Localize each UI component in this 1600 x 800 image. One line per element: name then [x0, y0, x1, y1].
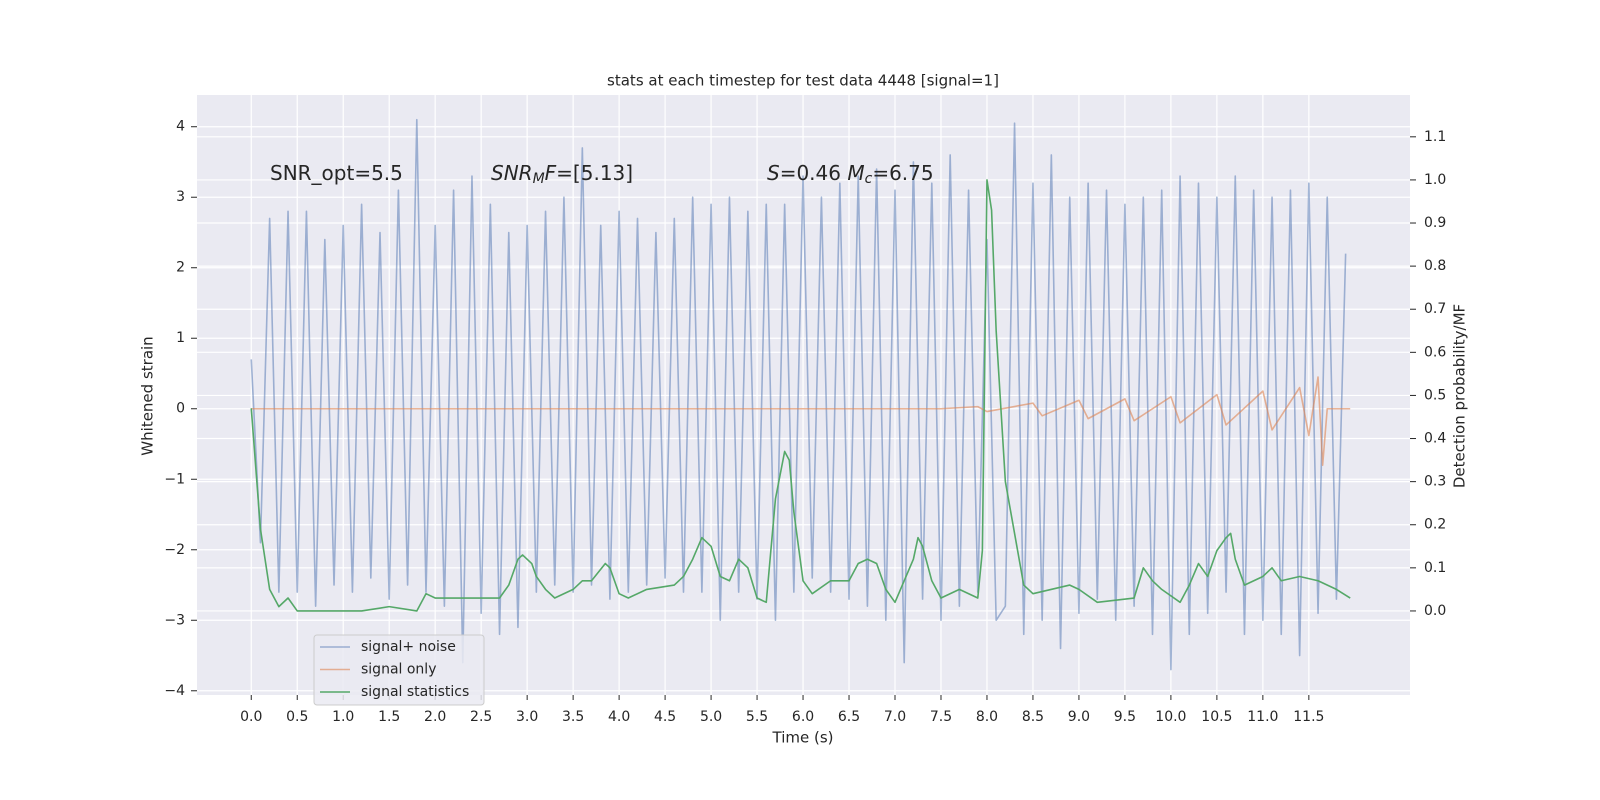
x-tick-label: 5.0: [700, 709, 722, 725]
legend-label: signal only: [361, 662, 436, 678]
ticks: 0.0 0.5 1.0 1.5 2.0 2.5 3.0 3.5 4.0 4.5 5.0 5.5 6.0 6…: [164, 119, 1446, 725]
y-tick-label: −2: [164, 542, 185, 558]
annotation-part: M: [533, 171, 545, 187]
series-line: [251, 376, 1351, 466]
y-tick-label: 4: [176, 119, 185, 135]
y2-tick-label: 1.0: [1424, 172, 1446, 188]
plot-marks: [250, 118, 1351, 671]
x-tick-label: 4.5: [654, 709, 676, 725]
legend: signal+ noise signal only signal statistic…: [313, 634, 485, 706]
legend-box: [313, 634, 485, 706]
x-tick-label: 6.5: [838, 709, 860, 725]
x-tick-label: 7.0: [884, 709, 906, 725]
y-tick-label: −1: [164, 471, 185, 487]
x-tick-label: 8.0: [976, 709, 998, 725]
x-tick-label: 3.5: [562, 709, 584, 725]
annotation-part: c: [865, 171, 873, 187]
y2-tick-label: 0.6: [1424, 344, 1446, 360]
x-tick-label: 9.5: [1114, 709, 1136, 725]
y-tick-label: 0: [176, 401, 185, 417]
y2-tick-label: 0.7: [1424, 301, 1446, 317]
annotation-part: M: [847, 161, 864, 185]
legend-label: signal statistics: [361, 684, 469, 700]
y2-tick-label: 0.9: [1424, 215, 1446, 231]
y-tick-label: −3: [164, 612, 185, 628]
x-tick-label: 11.5: [1293, 709, 1324, 725]
y-tick-label: 2: [176, 260, 185, 276]
x-tick-label: 10.0: [1155, 709, 1186, 725]
annotation-part: F: [545, 161, 557, 185]
x-tick-label: 3.0: [516, 709, 538, 725]
x-axis-label: Time (s): [772, 729, 834, 747]
grid: [197, 95, 1410, 695]
annotation: SNRMF=[5.13]: [491, 161, 633, 188]
annotation-part: =6.75: [872, 161, 933, 185]
x-tick-label: 1.0: [332, 709, 354, 725]
series-line: [250, 118, 1347, 671]
y-tick-label: 1: [176, 330, 185, 346]
y2-tick-label: 0.0: [1424, 603, 1446, 619]
x-tick-label: 5.5: [746, 709, 768, 725]
y2-tick-label: 0.1: [1424, 560, 1446, 576]
legend-label: signal+ noise: [361, 639, 456, 655]
annotation-part: S: [767, 161, 780, 185]
y-tick-label: 3: [176, 189, 185, 205]
chart-title: stats at each timestep for test data 444…: [607, 72, 999, 90]
x-tick-label: 11.0: [1247, 709, 1278, 725]
annotation: S=0.46 Mc=6.75: [767, 161, 934, 188]
x-tick-label: 2.5: [470, 709, 492, 725]
x-tick-label: 9.0: [1068, 709, 1090, 725]
x-tick-label: 4.0: [608, 709, 630, 725]
series-line: [250, 179, 1351, 612]
x-tick-label: 0.0: [240, 709, 262, 725]
x-tick-label: 7.5: [930, 709, 952, 725]
y2-tick-label: 1.1: [1424, 129, 1446, 145]
x-tick-label: 8.5: [1022, 709, 1044, 725]
x-tick-label: 6.0: [792, 709, 814, 725]
annotation: SNR_opt=5.5: [270, 161, 403, 185]
annotation-part: =[5.13]: [556, 161, 633, 185]
y2-tick-label: 0.2: [1424, 517, 1446, 533]
x-tick-label: 2.0: [424, 709, 446, 725]
annotation-part: SNR: [491, 161, 533, 185]
y-axis-label: Whitened strain: [139, 336, 157, 455]
y2-tick-label: 0.3: [1424, 474, 1446, 490]
x-tick-label: 1.5: [378, 709, 400, 725]
y2-tick-label: 0.4: [1424, 431, 1446, 447]
annotation-part: SNR_opt=5.5: [270, 161, 403, 185]
y2-tick-label: 0.8: [1424, 258, 1446, 274]
y-tick-label: −4: [164, 683, 185, 699]
y2-axis-label: Detection probability/MF: [1451, 304, 1469, 488]
x-tick-label: 0.5: [286, 709, 308, 725]
x-tick-label: 10.5: [1201, 709, 1232, 725]
y2-tick-label: 0.5: [1424, 387, 1446, 403]
annotation-part: =0.46: [780, 161, 848, 185]
